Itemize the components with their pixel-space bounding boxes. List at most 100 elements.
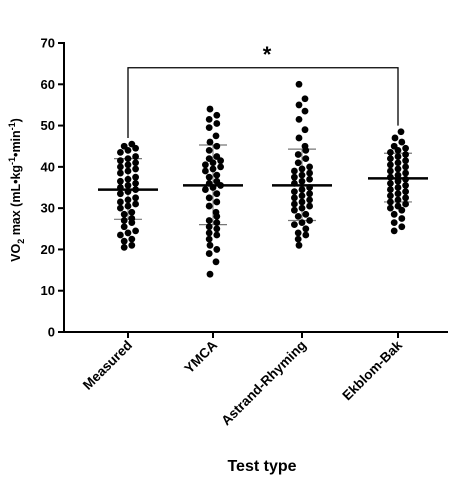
data-point (213, 171, 221, 179)
data-point (132, 179, 140, 187)
data-point (387, 149, 394, 156)
data-point (306, 163, 313, 171)
data-point (128, 235, 136, 243)
data-point (206, 241, 214, 249)
y-title-part: •min (9, 130, 23, 157)
data-point (394, 202, 402, 210)
data-point (394, 196, 402, 204)
data-point (206, 105, 214, 113)
data-point (387, 198, 394, 206)
data-point (291, 200, 298, 208)
data-point (213, 142, 221, 150)
data-point (294, 229, 302, 237)
data-point (124, 229, 132, 237)
data-point (394, 190, 402, 198)
data-point (205, 250, 213, 257)
data-point (394, 153, 402, 160)
data-point (205, 173, 213, 181)
data-point (387, 155, 394, 163)
data-point (132, 227, 140, 235)
data-point (213, 225, 221, 233)
data-point (394, 184, 402, 191)
data-point (205, 155, 213, 163)
data-point (128, 208, 136, 216)
data-point (120, 142, 128, 150)
data-point (387, 186, 394, 193)
data-point (117, 163, 124, 171)
data-point (128, 140, 136, 148)
data-point (387, 192, 394, 200)
data-point (298, 192, 306, 200)
data-point (117, 190, 124, 198)
data-point (402, 182, 409, 189)
data-point (202, 161, 209, 169)
data-point (205, 235, 213, 243)
data-point (291, 167, 298, 175)
data-point (132, 165, 140, 173)
data-point (402, 157, 409, 165)
data-point (128, 241, 136, 249)
data-point (402, 169, 409, 177)
data-point (402, 200, 409, 208)
data-point (387, 204, 394, 212)
data-point (132, 153, 140, 160)
y-tick-label: 50 (41, 118, 55, 133)
y-axis-title: VO2 max (mL•kg-1•min-1) (7, 118, 26, 262)
data-point (213, 219, 221, 226)
data-point (291, 194, 298, 202)
data-point (298, 186, 306, 193)
data-point (398, 138, 406, 146)
data-point (402, 151, 409, 158)
data-point (387, 179, 394, 187)
data-point (117, 204, 124, 212)
data-point (390, 210, 398, 218)
data-point (132, 159, 140, 167)
data-point (120, 223, 128, 231)
data-point (205, 229, 213, 237)
y-tick-label: 20 (41, 242, 55, 257)
data-point (205, 194, 213, 202)
data-point (302, 210, 310, 218)
data-point (402, 194, 409, 202)
data-point (306, 190, 313, 198)
data-point (295, 241, 303, 249)
data-point (294, 151, 302, 158)
x-category-label: Astrand-Rhyming (218, 338, 309, 429)
x-category-label: Ekblom-Bak (339, 337, 405, 403)
data-point (306, 202, 313, 210)
data-point (120, 210, 128, 218)
data-point (124, 167, 132, 175)
data-point (117, 157, 124, 165)
x-category-label: Measured (80, 338, 135, 393)
plot-area: 0 10 20 30 40 50 60 70 Measured YMCAAstrand-Rhymi… (41, 36, 448, 429)
data-point (298, 171, 306, 179)
data-point (295, 80, 303, 88)
data-point (128, 215, 136, 222)
y-tick-label: 60 (41, 77, 55, 92)
data-point (213, 177, 221, 185)
data-point (209, 165, 217, 173)
data-point (398, 215, 406, 222)
data-point (394, 171, 402, 179)
data-point (205, 223, 213, 231)
data-point (391, 134, 399, 142)
data-point (402, 188, 409, 196)
data-point (301, 142, 309, 150)
data-point (306, 196, 313, 204)
data-point (302, 231, 310, 239)
y-tick-label: 10 (41, 283, 55, 298)
data-point (294, 213, 302, 220)
data-point (202, 167, 209, 175)
data-point (124, 175, 132, 183)
data-point (132, 200, 140, 208)
data-point (206, 138, 214, 146)
data-point (212, 208, 220, 216)
y-tick-label: 0 (48, 325, 55, 340)
y-tick-label: 70 (41, 36, 55, 51)
data-point (213, 120, 221, 127)
data-point (291, 206, 298, 214)
y-title-superscript: -1 (7, 157, 17, 165)
data-point (306, 175, 313, 183)
data-point (394, 159, 402, 167)
data-point (124, 202, 132, 210)
